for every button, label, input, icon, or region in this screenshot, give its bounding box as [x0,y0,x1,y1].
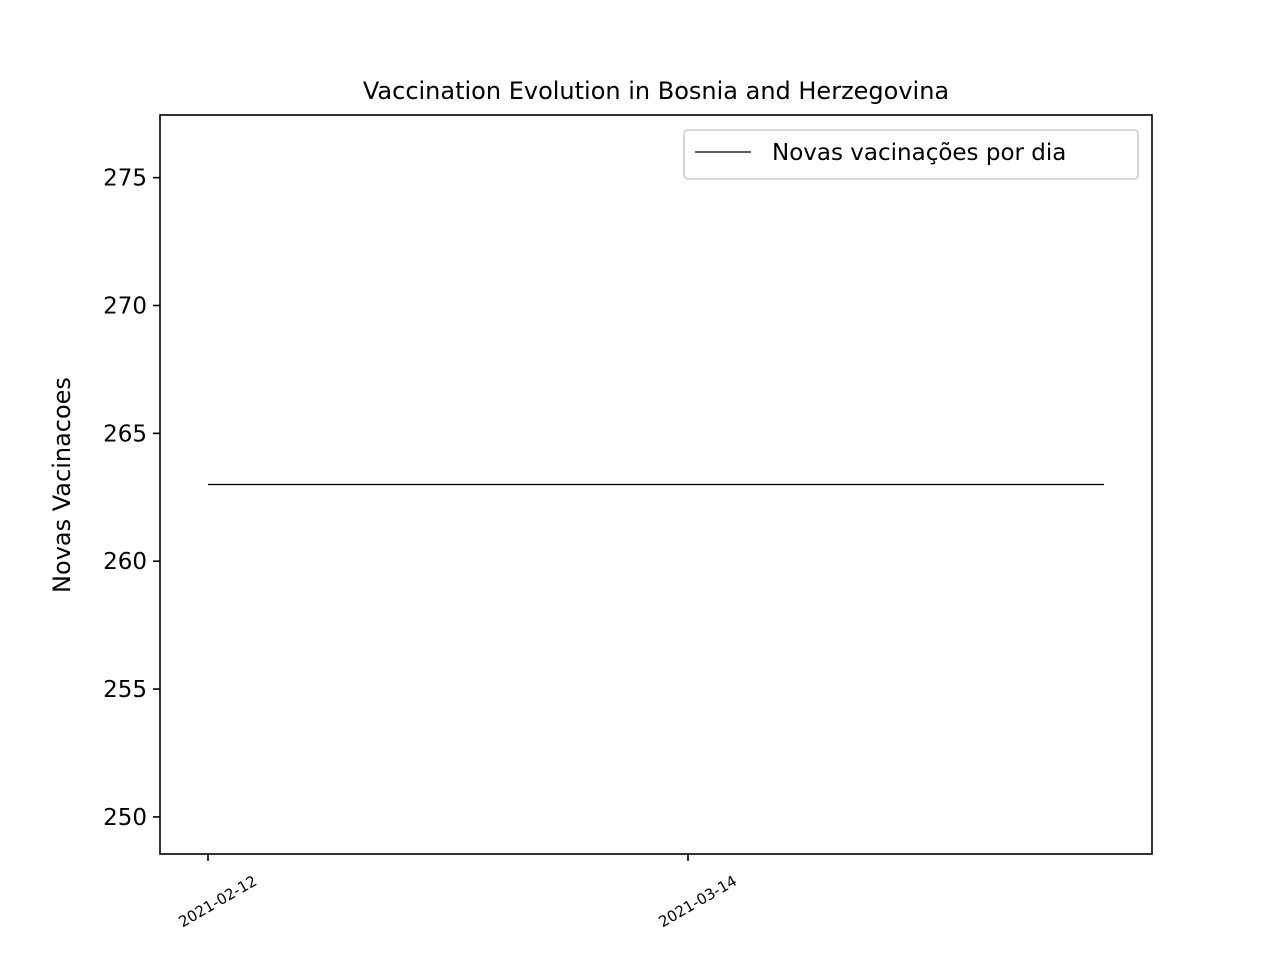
y-tick-label: 270 [103,294,147,320]
y-tick-label: 260 [103,549,147,575]
y-tick-label: 275 [103,166,147,192]
x-tick-label: 2021-02-12 [175,872,260,931]
y-tick-label: 250 [103,805,147,831]
y-axis-label: Novas Vacinacoes [48,377,76,593]
legend-box [683,129,1139,180]
plot-area [159,114,1153,855]
x-tick-label: 2021-03-14 [655,872,740,931]
legend-label: Novas vacinações por dia [772,140,1066,166]
x-axis-label: Data [627,958,684,960]
y-tick-label: 255 [103,677,147,703]
legend: Novas vacinações por dia [683,129,1139,180]
chart-title: Vaccination Evolution in Bosnia and Herz… [363,77,949,105]
y-tick-label: 265 [103,421,147,447]
